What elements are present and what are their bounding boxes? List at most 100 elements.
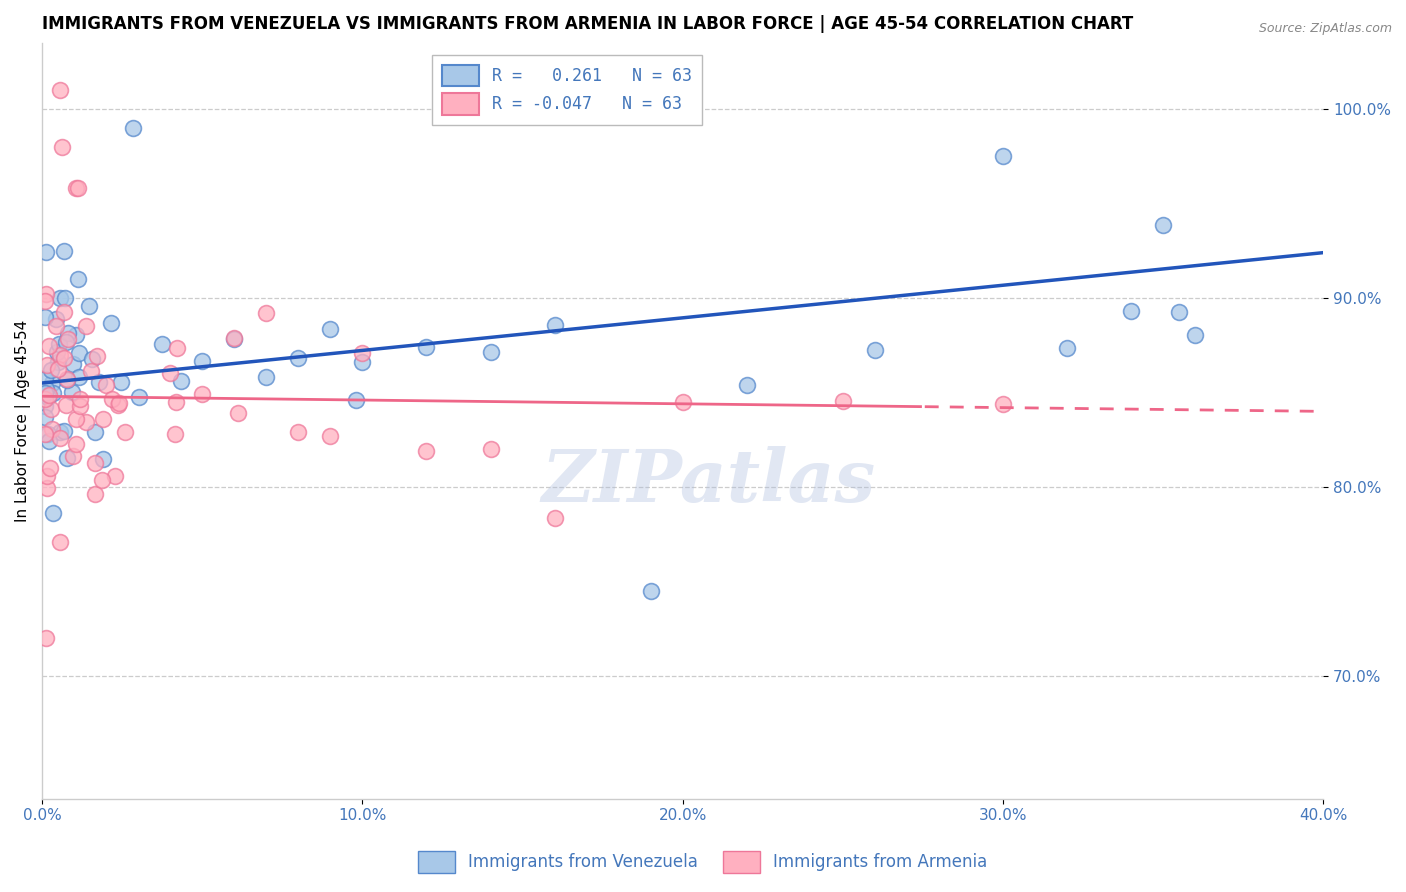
Point bbox=[39, 460, 62, 475]
Point bbox=[49, 348, 72, 362]
Point bbox=[543, 510, 565, 524]
Point bbox=[89, 375, 111, 389]
Point bbox=[48, 83, 70, 97]
Point bbox=[37, 358, 59, 372]
Point bbox=[991, 397, 1014, 411]
Text: Source: ZipAtlas.com: Source: ZipAtlas.com bbox=[1258, 22, 1392, 36]
Point bbox=[34, 386, 56, 401]
Point bbox=[166, 341, 188, 355]
Point bbox=[672, 394, 695, 409]
Point bbox=[83, 456, 105, 470]
Point bbox=[35, 631, 58, 645]
Point bbox=[163, 427, 186, 442]
Point bbox=[991, 149, 1014, 163]
Point bbox=[48, 431, 70, 445]
Point bbox=[69, 392, 91, 406]
Point bbox=[319, 429, 342, 443]
Y-axis label: In Labor Force | Age 45-54: In Labor Force | Age 45-54 bbox=[15, 319, 31, 522]
Point bbox=[37, 390, 59, 404]
Point bbox=[91, 452, 114, 467]
Point bbox=[479, 345, 502, 359]
Point bbox=[34, 372, 56, 386]
Point bbox=[53, 291, 76, 305]
Point bbox=[67, 369, 90, 384]
Point bbox=[52, 424, 75, 438]
Point bbox=[49, 535, 72, 549]
Point bbox=[55, 398, 77, 412]
Point bbox=[165, 394, 187, 409]
Point bbox=[83, 425, 105, 439]
Point bbox=[35, 468, 58, 483]
Text: ZIPatlas: ZIPatlas bbox=[541, 446, 876, 516]
Point bbox=[62, 357, 84, 371]
Point bbox=[86, 349, 108, 363]
Point bbox=[107, 395, 129, 409]
Point bbox=[41, 376, 63, 390]
Point bbox=[415, 340, 437, 354]
Point bbox=[352, 345, 374, 359]
Point bbox=[41, 401, 63, 416]
Point bbox=[46, 362, 69, 376]
Point bbox=[34, 392, 56, 406]
Point bbox=[34, 399, 56, 413]
Point bbox=[170, 375, 193, 389]
Point bbox=[831, 393, 853, 408]
Point bbox=[224, 333, 246, 347]
Point bbox=[93, 412, 115, 426]
Legend: R =   0.261   N = 63, R = -0.047   N = 63: R = 0.261 N = 63, R = -0.047 N = 63 bbox=[433, 55, 703, 125]
Point bbox=[58, 326, 80, 341]
Point bbox=[53, 304, 76, 318]
Point bbox=[352, 355, 374, 369]
Point bbox=[69, 399, 91, 413]
Point bbox=[67, 272, 90, 286]
Point bbox=[35, 481, 58, 495]
Point bbox=[91, 474, 114, 488]
Point bbox=[254, 306, 277, 320]
Point bbox=[65, 436, 87, 450]
Point bbox=[1056, 342, 1078, 356]
Text: IMMIGRANTS FROM VENEZUELA VS IMMIGRANTS FROM ARMENIA IN LABOR FORCE | AGE 45-54 : IMMIGRANTS FROM VENEZUELA VS IMMIGRANTS … bbox=[42, 15, 1133, 33]
Point bbox=[80, 352, 103, 367]
Legend: Immigrants from Venezuela, Immigrants from Armenia: Immigrants from Venezuela, Immigrants fr… bbox=[412, 845, 994, 880]
Point bbox=[254, 370, 277, 384]
Point bbox=[35, 245, 58, 260]
Point bbox=[191, 386, 214, 401]
Point bbox=[344, 393, 367, 408]
Point bbox=[42, 386, 65, 401]
Point bbox=[34, 410, 56, 425]
Point bbox=[34, 310, 56, 324]
Point bbox=[60, 384, 83, 399]
Point bbox=[226, 406, 249, 420]
Point bbox=[37, 427, 59, 442]
Point bbox=[48, 291, 70, 305]
Point bbox=[51, 140, 73, 154]
Point bbox=[45, 344, 67, 359]
Point bbox=[39, 362, 62, 376]
Point bbox=[53, 351, 76, 365]
Point bbox=[65, 327, 87, 342]
Point bbox=[114, 425, 136, 440]
Point bbox=[38, 434, 60, 448]
Point bbox=[1168, 305, 1191, 319]
Point bbox=[863, 343, 886, 357]
Point bbox=[56, 450, 79, 465]
Point bbox=[65, 412, 87, 426]
Point bbox=[45, 311, 67, 326]
Point bbox=[191, 354, 214, 368]
Point bbox=[415, 444, 437, 458]
Point bbox=[62, 449, 84, 463]
Point bbox=[100, 317, 122, 331]
Point bbox=[122, 120, 145, 135]
Point bbox=[58, 332, 80, 346]
Point bbox=[287, 351, 309, 366]
Point bbox=[67, 181, 90, 195]
Point bbox=[77, 299, 100, 313]
Point bbox=[101, 392, 124, 406]
Point bbox=[287, 425, 309, 439]
Point bbox=[42, 506, 65, 520]
Point bbox=[1152, 218, 1174, 232]
Point bbox=[224, 330, 246, 344]
Point bbox=[34, 294, 56, 309]
Point bbox=[735, 378, 758, 392]
Point bbox=[38, 387, 60, 401]
